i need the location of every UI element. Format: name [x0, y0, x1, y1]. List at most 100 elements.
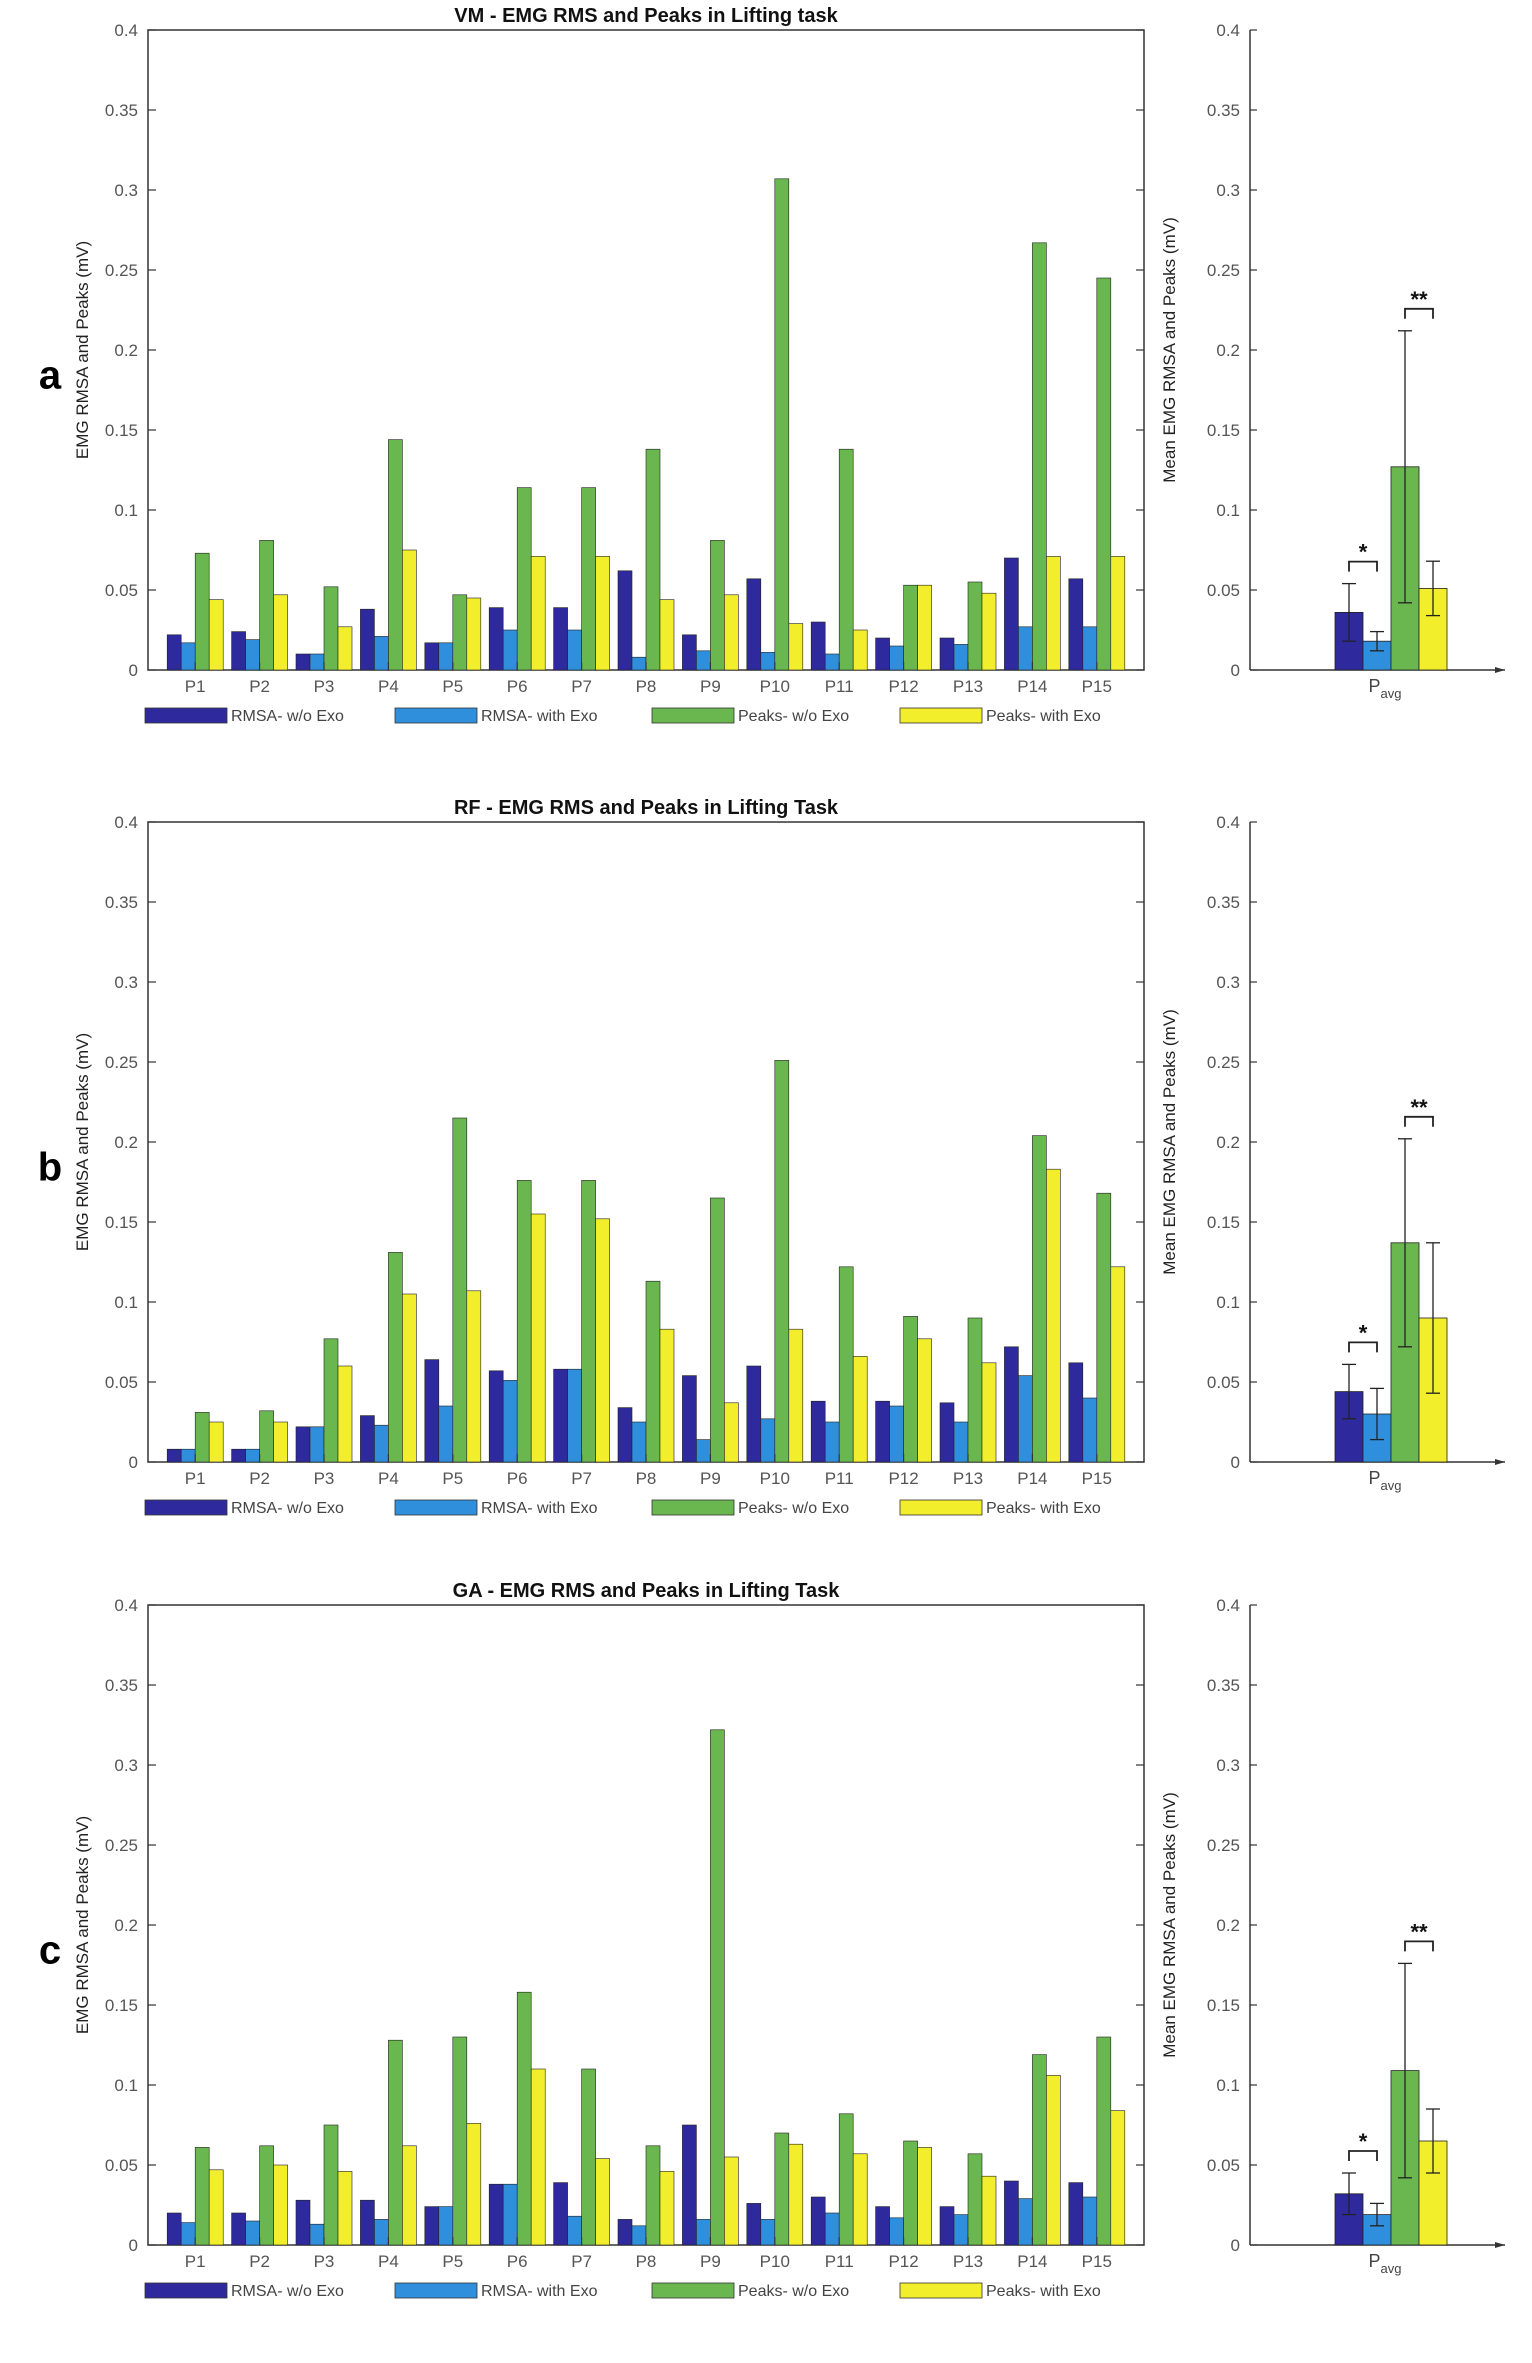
- bar-p2-series-3: [259, 1410, 274, 1463]
- x-tick-label: P9: [700, 1469, 721, 1488]
- x-tick-label: P10: [760, 1469, 790, 1488]
- bar-p2-series-1: [231, 1448, 246, 1463]
- x-tick-label: P12: [888, 2252, 918, 2271]
- bar-p11-series-1: [810, 1400, 826, 1463]
- bar-p1-series-2: [180, 642, 196, 671]
- bar-p5-series-4: [466, 1290, 482, 1463]
- legend-label: RMSA- w/o Exo: [231, 708, 344, 725]
- significance-bracket: [1348, 2150, 1378, 2161]
- legend-swatch: [899, 707, 983, 724]
- bar-p5-series-4: [466, 597, 482, 671]
- summary-y-tick-label: 0.15: [1207, 1996, 1240, 2015]
- summary-x-label-sub: avg: [1381, 686, 1402, 701]
- bar-p13-series-2: [953, 644, 969, 671]
- bar-p9-series-2: [696, 650, 711, 671]
- x-tick-label: P13: [953, 2252, 983, 2271]
- summary-y-tick-label: 0.3: [1216, 181, 1240, 200]
- x-tick-label: P6: [507, 677, 528, 696]
- bar-p9-series-1: [682, 1375, 697, 1463]
- significance-marker: **: [1410, 1919, 1428, 1944]
- significance-bracket: [1404, 1115, 1434, 1127]
- chart-title: GA - EMG RMS and Peaks in Lifting Task: [453, 1580, 841, 1602]
- bar-p6-series-3: [516, 1180, 532, 1463]
- bar-p5-series-3: [452, 594, 468, 671]
- y-axis-label: EMG RMSA and Peaks (mV): [73, 241, 92, 459]
- bar-p10-series-2: [760, 1418, 776, 1463]
- bar-p12-series-3: [903, 1316, 918, 1463]
- bar-p14-series-4: [1046, 556, 1061, 671]
- bar-p15-series-3: [1096, 2036, 1112, 2246]
- legend-swatch: [651, 1499, 735, 1516]
- bar-p10-series-4: [788, 1328, 804, 1463]
- bar-p7-series-2: [567, 2215, 582, 2246]
- bar-p11-series-2: [824, 2212, 840, 2246]
- bar-p14-series-2: [1018, 1375, 1033, 1463]
- bar-p1-series-1: [166, 1448, 182, 1463]
- bar-p11-series-1: [810, 621, 826, 671]
- x-tick-label: P9: [700, 677, 721, 696]
- y-tick-label: 0.3: [114, 973, 138, 992]
- bar-p12-series-4: [917, 2147, 932, 2246]
- y-tick-label: 0.15: [105, 1996, 138, 2015]
- bar-p11-series-3: [838, 448, 854, 671]
- x-tick-label: P8: [636, 1469, 657, 1488]
- bar-p2-series-4: [273, 594, 288, 671]
- summary-arrow-icon: [1495, 2242, 1505, 2248]
- legend-swatch: [394, 707, 478, 724]
- x-tick-label: P2: [249, 1469, 270, 1488]
- bar-p14-series-2: [1018, 626, 1033, 671]
- x-tick-label: P6: [507, 1469, 528, 1488]
- summary-y-tick-label: 0.05: [1207, 2156, 1240, 2175]
- summary-y-tick-label: 0.1: [1216, 501, 1240, 520]
- summary-x-label-main: P: [1369, 676, 1381, 696]
- bar-p6-series-1: [488, 607, 504, 671]
- y-tick-label: 0: [129, 661, 138, 680]
- y-tick-label: 0.2: [114, 341, 138, 360]
- bar-p7-series-1: [553, 1368, 568, 1463]
- bar-p13-series-4: [981, 2175, 997, 2246]
- legend-label: Peaks- with Exo: [986, 2283, 1101, 2300]
- summary-y-tick-label: 0.05: [1207, 1373, 1240, 1392]
- bar-p8-series-2: [631, 2225, 647, 2246]
- bar-p4-series-4: [402, 549, 417, 671]
- bar-p12-series-2: [889, 645, 904, 671]
- x-tick-label: P12: [888, 1469, 918, 1488]
- bar-p5-series-2: [438, 642, 454, 671]
- bar-p7-series-3: [581, 487, 596, 671]
- bar-p14-series-3: [1032, 2054, 1047, 2246]
- bar-p15-series-2: [1082, 2196, 1098, 2246]
- y-tick-label: 0.4: [114, 1596, 138, 1615]
- x-tick-label: P6: [507, 2252, 528, 2271]
- legend-swatch: [651, 2282, 735, 2299]
- bar-p12-series-2: [889, 1405, 904, 1463]
- x-tick-label: P5: [442, 2252, 463, 2271]
- summary-y-tick-label: 0.25: [1207, 1836, 1240, 1855]
- significance-marker: *: [1359, 2129, 1368, 2154]
- bar-p11-series-1: [810, 2196, 826, 2246]
- bar-p11-series-2: [824, 653, 840, 671]
- bar-p4-series-3: [388, 1252, 403, 1463]
- bar-p6-series-2: [502, 2183, 518, 2246]
- bar-p14-series-4: [1046, 1168, 1061, 1463]
- bar-p3-series-3: [323, 1338, 339, 1463]
- y-tick-label: 0.25: [105, 1836, 138, 1855]
- summary-x-label: Pavg: [1369, 676, 1402, 701]
- bar-p8-series-1: [617, 2219, 633, 2246]
- bar-p12-series-1: [875, 637, 890, 671]
- significance-marker: **: [1410, 1095, 1428, 1120]
- x-tick-label: P8: [636, 2252, 657, 2271]
- bar-p7-series-4: [595, 2158, 610, 2246]
- summary-x-label-sub: avg: [1381, 1478, 1402, 1493]
- summary-y-tick-label: 0.4: [1216, 1596, 1240, 1615]
- bar-p11-series-2: [824, 1421, 840, 1463]
- bar-p9-series-3: [710, 1197, 725, 1463]
- bar-p13-series-3: [967, 1317, 983, 1463]
- bar-p4-series-4: [402, 2145, 417, 2246]
- legend-swatch: [144, 1499, 228, 1516]
- x-tick-label: P3: [314, 2252, 335, 2271]
- bar-p1-series-4: [208, 2169, 224, 2246]
- bar-p10-series-4: [788, 623, 804, 671]
- chart-title: VM - EMG RMS and Peaks in Lifting task: [454, 5, 838, 27]
- bar-p2-series-2: [245, 1448, 260, 1463]
